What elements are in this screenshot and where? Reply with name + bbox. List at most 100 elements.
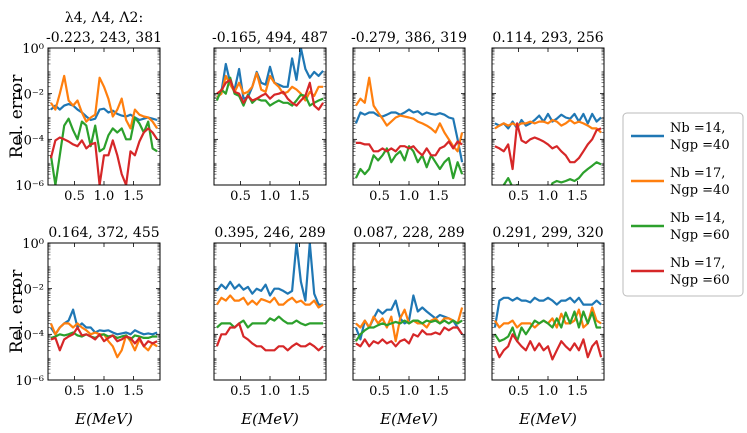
- panel-title: -0.223, 243, 381: [46, 30, 162, 46]
- panel-title: 0.395, 246, 289: [214, 225, 325, 241]
- panel-title: 0.087, 228, 289: [353, 225, 464, 241]
- series-line-4: [215, 322, 324, 352]
- series-line-3: [216, 315, 324, 329]
- x-axis-label: E(MeV): [518, 410, 577, 428]
- series-line-1: [493, 296, 602, 328]
- y-tick-label: 10⁻⁴: [15, 133, 44, 148]
- y-tick-label: 10⁻⁶: [15, 374, 44, 389]
- y-tick-label: 10⁻⁶: [15, 179, 44, 194]
- x-tick-label: 0.5: [508, 384, 529, 399]
- x-axis-label: E(MeV): [379, 410, 438, 428]
- x-tick-label: 1.5: [567, 384, 588, 399]
- legend-sublabel-3: Ngp =60: [670, 228, 730, 243]
- panel-1: 0.5 1.0 1.5 10⁻⁶ 10⁻⁴ 10⁻² 10⁰-0.223, 243, 381…: [7, 30, 162, 204]
- series-group: [354, 294, 464, 348]
- series-group: [215, 48, 325, 111]
- series-group: [49, 74, 159, 185]
- x-axis-label: E(MeV): [240, 410, 299, 428]
- y-tick-label: 10⁻⁴: [15, 328, 44, 343]
- x-tick-label: 1.0: [260, 384, 281, 399]
- x-tick-label: 0.5: [369, 384, 390, 399]
- series-group: [354, 76, 464, 180]
- x-tick-label: 1.5: [289, 189, 310, 204]
- panel-frame: [47, 242, 161, 381]
- legend: Nb =14, Ngp =40 Nb =17, Ngp =40 Nb =14, Ngp =…: [622, 112, 744, 297]
- panel-4: 0.5 1.0 1.5 0.114, 293, 256: [491, 30, 605, 204]
- x-tick-label: 1.0: [94, 384, 115, 399]
- legend-label-4: Nb =17,: [670, 256, 725, 271]
- series-line-1: [354, 108, 464, 163]
- series-line-4: [216, 78, 325, 111]
- series-line-3: [49, 116, 158, 185]
- x-tick-label: 1.0: [538, 189, 559, 204]
- y-axis-label: Rel. error: [7, 74, 27, 159]
- panel-frame: [491, 47, 605, 186]
- series-line-1: [494, 112, 602, 130]
- x-tick-label: 1.0: [399, 189, 420, 204]
- series-line-1: [49, 308, 158, 336]
- x-tick-label: 1.5: [428, 189, 449, 204]
- series-line-3: [354, 319, 463, 342]
- x-tick-label: 1.5: [428, 384, 449, 399]
- series-line-3: [354, 145, 464, 180]
- x-tick-label: 1.5: [123, 384, 144, 399]
- series-line-3: [493, 310, 602, 343]
- series-line-2: [215, 294, 324, 309]
- y-tick-label: 10⁻²: [15, 88, 44, 103]
- x-axis-label: E(MeV): [74, 410, 133, 428]
- title-header: λ4, Λ4, Λ2:: [65, 10, 143, 26]
- panel-frame: [352, 242, 466, 381]
- panel-title: 0.291, 299, 320: [492, 225, 603, 241]
- panel-6: 0.5 1.0 1.5 0.395, 246, 289 E(MeV): [213, 225, 327, 428]
- panel-2: 0.5 1.0 1.5 -0.165, 494, 487: [212, 30, 328, 204]
- series-line-4: [493, 333, 603, 361]
- legend-sublabel-1: Ngp =40: [670, 138, 730, 153]
- y-axis-label: Rel. error: [7, 269, 27, 354]
- series-line-4: [49, 127, 159, 185]
- series-line-1: [50, 103, 158, 122]
- x-tick-label: 1.0: [538, 384, 559, 399]
- x-tick-label: 1.5: [567, 189, 588, 204]
- panel-title: 0.114, 293, 256: [492, 30, 603, 46]
- legend-label-1: Nb =14,: [670, 121, 725, 136]
- series-line-4: [355, 326, 464, 348]
- legend-sublabel-2: Ngp =40: [670, 183, 730, 198]
- series-line-4: [50, 326, 158, 352]
- panel-title: -0.279, 386, 319: [351, 30, 467, 46]
- x-tick-label: 0.5: [64, 189, 85, 204]
- x-tick-label: 1.0: [260, 189, 281, 204]
- panel-title: -0.165, 494, 487: [212, 30, 328, 46]
- x-tick-label: 1.5: [289, 384, 310, 399]
- x-tick-label: 0.5: [369, 189, 390, 204]
- panel-8: 0.5 1.0 1.5 0.291, 299, 320 E(MeV): [491, 225, 605, 428]
- series-line-2: [494, 118, 602, 134]
- panel-7: 0.5 1.0 1.5 0.087, 228, 289 E(MeV): [352, 225, 466, 428]
- x-tick-label: 0.5: [508, 189, 529, 204]
- x-tick-label: 0.5: [64, 384, 85, 399]
- series-group: [494, 112, 602, 185]
- series-group: [49, 308, 158, 359]
- y-tick-label: 10⁻²: [15, 283, 44, 298]
- series-line-1: [216, 243, 324, 306]
- legend-box: [622, 112, 744, 297]
- series-line-4: [355, 140, 463, 157]
- x-tick-label: 0.5: [230, 189, 251, 204]
- series-line-3: [50, 331, 158, 341]
- series-group: [493, 296, 603, 361]
- x-tick-label: 1.0: [94, 189, 115, 204]
- panel-title: 0.164, 372, 455: [48, 225, 159, 241]
- series-group: [215, 243, 324, 352]
- x-tick-label: 1.5: [123, 189, 144, 204]
- legend-sublabel-4: Ngp =60: [670, 273, 730, 288]
- y-tick-label: 10⁰: [22, 237, 44, 252]
- legend-label-3: Nb =14,: [670, 211, 725, 226]
- panel-5: 0.5 1.0 1.5 10⁻⁶ 10⁻⁴ 10⁻² 10⁰ 0.164, 372, 455 R…: [7, 225, 161, 428]
- panel-3: 0.5 1.0 1.5 -0.279, 386, 319: [351, 30, 467, 204]
- series-line-2: [49, 74, 159, 130]
- panel-frame: [491, 242, 605, 381]
- x-tick-label: 0.5: [230, 384, 251, 399]
- series-line-3: [494, 161, 602, 185]
- legend-label-2: Nb =17,: [670, 166, 725, 181]
- series-line-4: [494, 122, 602, 171]
